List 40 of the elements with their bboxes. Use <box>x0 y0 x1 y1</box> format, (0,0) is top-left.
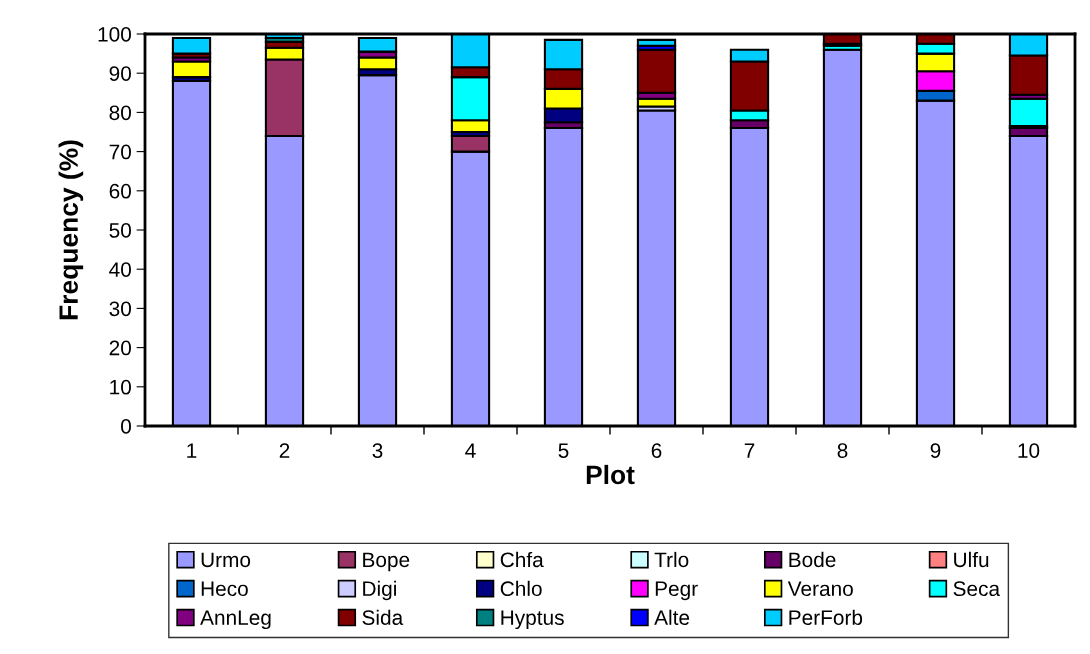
y-tick-label: 20 <box>109 340 131 356</box>
legend-label: Heco <box>201 581 248 597</box>
x-tick-label: 2 <box>279 443 290 458</box>
x-tick-label: 8 <box>837 443 848 458</box>
legend-label: Bope <box>363 552 410 572</box>
x-tick-label: 9 <box>930 443 941 458</box>
y-tick-label: 40 <box>109 262 131 277</box>
y-tick-label: 0 <box>121 419 131 434</box>
legend-label: Trlo <box>654 551 689 568</box>
legend-label: Seca <box>953 581 1001 597</box>
legend-label: Ulfu <box>954 551 989 568</box>
x-tick-label: 5 <box>558 443 569 458</box>
x-tick-label: 4 <box>465 443 476 458</box>
legend-label: Digi <box>363 580 396 601</box>
y-tick-label: 60 <box>109 183 131 199</box>
legend-label: Bode <box>789 551 836 568</box>
legend-label: Urmo <box>201 552 251 568</box>
legend-label: Sida <box>362 609 404 625</box>
y-tick-label: 70 <box>109 144 131 160</box>
y-axis-title: Frequency (%) <box>58 140 84 320</box>
legend-label: Chfa <box>500 551 544 568</box>
x-tick-label: 6 <box>651 443 662 458</box>
y-tick-label: 80 <box>109 105 131 121</box>
x-tick-label: 1 <box>187 443 197 458</box>
x-tick-label: 10 <box>1018 443 1040 458</box>
legend-label: Chlo <box>500 580 542 597</box>
x-tick-label: 3 <box>372 443 383 458</box>
y-tick-label: 30 <box>109 301 131 317</box>
y-tick-label: 100 <box>98 27 131 42</box>
x-tick-label: 7 <box>744 443 755 458</box>
legend-label: PerForb <box>789 609 863 625</box>
y-tick-label: 50 <box>109 223 131 238</box>
legend-label: Hyptus <box>501 610 564 630</box>
legend-label: Alte <box>654 609 690 625</box>
x-axis-title: Plot <box>586 464 635 485</box>
legend-label: Pegr <box>655 581 698 601</box>
y-tick-label: 90 <box>109 66 131 81</box>
legend-label: Verano <box>787 581 853 597</box>
legend-label: AnnLeg <box>200 610 271 630</box>
y-tick-label: 10 <box>110 379 131 395</box>
